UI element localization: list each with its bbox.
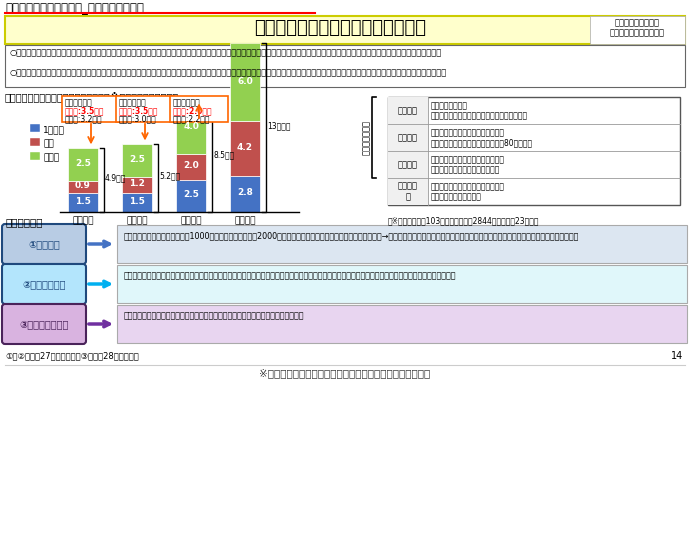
Text: ①預貯金等: ①預貯金等 (28, 239, 60, 249)
Text: 【補足給付】: 【補足給付】 (65, 98, 92, 107)
Text: 食　費:3.0万円: 食 費:3.0万円 (119, 114, 157, 123)
FancyBboxPatch shape (62, 96, 120, 122)
Text: 4.9万円: 4.9万円 (105, 174, 126, 183)
Text: 平成２７年８月施行
（一部平成２８年８月）: 平成２７年８月施行 （一部平成２８年８月） (609, 18, 664, 37)
Text: ※　上記画像をクリックすると大きな画像が表示されます。: ※ 上記画像をクリックすると大きな画像が表示されます。 (259, 368, 431, 378)
FancyBboxPatch shape (2, 224, 86, 264)
Text: 14: 14 (671, 351, 683, 361)
Text: 第２段階: 第２段階 (398, 133, 418, 142)
Bar (176, 179, 206, 212)
Text: 2.0: 2.0 (183, 161, 199, 170)
Text: 【補足給付】: 【補足給付】 (119, 98, 147, 107)
Text: 【補足給付】: 【補足給付】 (173, 98, 201, 107)
Text: 一定額超の預貯金等（単身では1000万円超、夫婦世帯では2000万円超程度を想定）がある場合には、対象外。　→本人の申告で判定。金融機関への照会、不正受給に対す: 一定額超の預貯金等（単身では1000万円超、夫婦世帯では2000万円超程度を想定… (124, 231, 580, 240)
Text: 居住費:3.5万円: 居住費:3.5万円 (119, 106, 159, 115)
FancyBboxPatch shape (388, 178, 428, 205)
FancyBboxPatch shape (5, 16, 685, 44)
Text: 第４段階: 第４段階 (234, 216, 256, 225)
Bar (176, 153, 206, 179)
Text: 5.2万円: 5.2万円 (159, 172, 180, 181)
Text: 食費: 食費 (43, 139, 54, 148)
Text: 0.9: 0.9 (75, 181, 91, 190)
Text: ＜見直し案＞: ＜見直し案＞ (5, 217, 43, 227)
Text: 第１段階: 第１段階 (72, 216, 94, 225)
Text: 居住費:3.5万円: 居住費:3.5万円 (65, 106, 104, 115)
Bar (30, 124, 40, 132)
Text: ②配偶者の所得: ②配偶者の所得 (22, 279, 66, 289)
FancyBboxPatch shape (2, 304, 86, 344)
FancyBboxPatch shape (590, 16, 685, 44)
Text: 施設入所に際して世帯分離が行われることが多いが、配偶者の所得は、世帯分離後も勘案することとし、配偶者が課税されている場合は、補足給付の対象外: 施設入所に際して世帯分離が行われることが多いが、配偶者の所得は、世帯分離後も勘案… (124, 271, 457, 280)
FancyBboxPatch shape (2, 264, 86, 304)
Text: 1.5: 1.5 (129, 197, 145, 206)
Text: 補足給付の支給段階の判定に当たり、非課税年金（遺族年金・障害年金）も勘案する: 補足給付の支給段階の判定に当たり、非課税年金（遺族年金・障害年金）も勘案する (124, 311, 304, 320)
Bar (176, 102, 206, 153)
Text: 第１段階: 第１段階 (398, 106, 418, 115)
FancyBboxPatch shape (388, 124, 428, 151)
Bar (122, 177, 152, 192)
FancyBboxPatch shape (116, 96, 174, 122)
Text: ①、②：平成27年８月施行、③：平成28年８月施行: ①、②：平成27年８月施行、③：平成28年８月施行 (5, 351, 139, 360)
FancyBboxPatch shape (388, 97, 428, 124)
Text: 食　費:3.2万円: 食 費:3.2万円 (65, 114, 103, 123)
Text: ・市町村民税世帯非課税であって、
　課税年金収入額＋合計所得金額が80万円以下: ・市町村民税世帯非課税であって、 課税年金収入額＋合計所得金額が80万円以下 (431, 128, 533, 147)
FancyBboxPatch shape (117, 305, 687, 343)
Text: 2.5: 2.5 (183, 190, 199, 199)
Text: 2.5: 2.5 (75, 159, 91, 168)
Text: （※）認定者数：103万人、給付費：2844億円［平成23年度］: （※）認定者数：103万人、給付費：2844億円［平成23年度］ (388, 216, 540, 225)
Bar (122, 144, 152, 177)
Text: 居住費: 居住費 (43, 153, 59, 162)
Bar (230, 121, 260, 176)
Text: 第３段階: 第３段階 (180, 216, 201, 225)
Bar (30, 138, 40, 146)
Text: 8.5万円: 8.5万円 (213, 150, 234, 159)
Text: 【図】補足給付の見直し_（資産等の勘案）: 【図】補足給付の見直し_（資産等の勘案） (5, 2, 144, 15)
Bar (230, 43, 260, 121)
Bar (68, 148, 98, 181)
Bar (68, 181, 98, 192)
Text: 第３段階: 第３段階 (398, 160, 418, 169)
Text: 居住費:2.0万円: 居住費:2.0万円 (173, 106, 213, 115)
Bar (30, 152, 40, 160)
Text: ・生活保護受給者
・市町村民税世帯非課税の老齢福祉年金受給者: ・生活保護受給者 ・市町村民税世帯非課税の老齢福祉年金受給者 (431, 101, 528, 120)
Text: 1割負担: 1割負担 (43, 125, 65, 134)
Text: 1.2: 1.2 (129, 179, 145, 188)
FancyBboxPatch shape (388, 97, 680, 205)
Text: ＜現在の補足給付と施設利用者負担＞　※　ユニット型個室の例: ＜現在の補足給付と施設利用者負担＞ ※ ユニット型個室の例 (5, 91, 179, 102)
Text: 2.5: 2.5 (129, 155, 145, 164)
Text: 食　費:2.2万円: 食 費:2.2万円 (173, 114, 210, 123)
Text: ・市町村民税本人非課税・世帯課税
・市町村民税本人課税者: ・市町村民税本人非課税・世帯課税 ・市町村民税本人課税者 (431, 182, 505, 201)
Text: 4.0: 4.0 (183, 122, 199, 131)
Text: ○　福祉的な性格や経過的な性格を有する制度であり、預貯金を保有するにもかかわらず、保険料を財源とした給付が行われることは不公平であることから、資産を勘案する等の: ○ 福祉的な性格や経過的な性格を有する制度であり、預貯金を保有するにもかかわらず… (9, 68, 446, 77)
Text: 6.0: 6.0 (237, 77, 253, 85)
FancyBboxPatch shape (5, 45, 685, 87)
Text: ・市町村民税世帯非課税であって、
　利用者負担第２段階該当者以外: ・市町村民税世帯非課税であって、 利用者負担第２段階該当者以外 (431, 155, 505, 174)
FancyBboxPatch shape (117, 225, 687, 263)
Bar (230, 176, 260, 212)
Text: 2.8: 2.8 (237, 188, 253, 197)
Text: ○　施設入所等にかかる費用のうち、食費及び居住費は本人の自己負担が原則となっているが、住民税非課税世帯である入居者については、その申請に基づき、補足給付を支給し: ○ 施設入所等にかかる費用のうち、食費及び居住費は本人の自己負担が原則となってい… (9, 48, 441, 57)
Text: ③非課税年金収入: ③非課税年金収入 (19, 319, 69, 329)
Text: 4.2: 4.2 (237, 143, 253, 152)
Text: 第２段階: 第２段階 (126, 216, 148, 225)
Bar (122, 192, 152, 212)
Text: 補足給付の見直し（資産等の勘案）: 補足給付の見直し（資産等の勘案） (254, 19, 426, 37)
FancyBboxPatch shape (388, 151, 428, 178)
Text: 1.5: 1.5 (75, 197, 91, 206)
Text: 第４段階
～: 第４段階 ～ (398, 182, 418, 201)
Bar (68, 192, 98, 212)
FancyBboxPatch shape (117, 265, 687, 303)
Text: 負担軽減の対象: 負担軽減の対象 (362, 120, 371, 155)
Text: 13万円～: 13万円～ (267, 121, 290, 130)
FancyBboxPatch shape (170, 96, 228, 122)
